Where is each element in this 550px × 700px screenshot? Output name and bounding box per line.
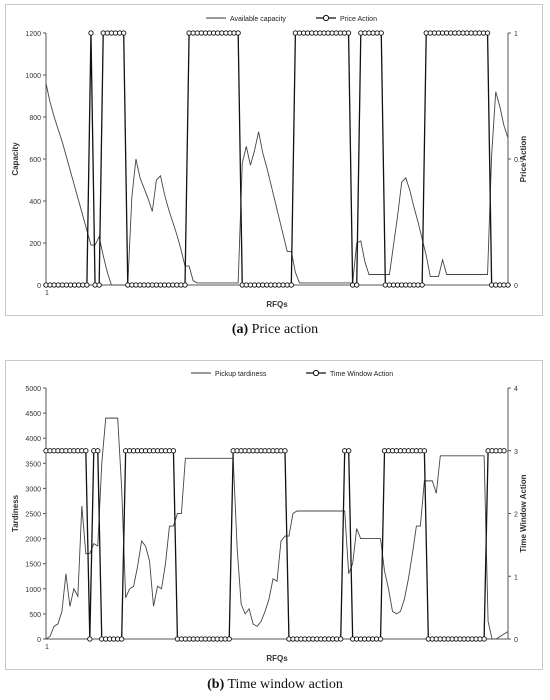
series-markers bbox=[43, 30, 511, 288]
left-tick-label: 4500 bbox=[25, 411, 41, 418]
caption-letter: (b) bbox=[207, 677, 225, 692]
left-tick-label: 5000 bbox=[25, 386, 41, 393]
left-tick-label: 3500 bbox=[25, 461, 41, 468]
data-point bbox=[96, 282, 102, 288]
left-tick-label: 0 bbox=[37, 637, 41, 644]
legend-label-line: Available capacity bbox=[230, 16, 286, 23]
data-point bbox=[288, 282, 294, 288]
data-point bbox=[87, 636, 93, 642]
data-point bbox=[421, 448, 428, 454]
left-tick-label: 1000 bbox=[25, 73, 41, 80]
series-markers bbox=[43, 448, 507, 642]
data-point bbox=[121, 30, 127, 36]
data-point bbox=[345, 30, 352, 36]
left-tick-label: 4000 bbox=[25, 436, 41, 443]
left-tick-label: 1200 bbox=[25, 31, 41, 38]
data-point bbox=[338, 636, 344, 642]
left-tick-label: 800 bbox=[29, 115, 41, 122]
data-point bbox=[484, 30, 491, 36]
legend: Available capacity Price Action bbox=[206, 14, 377, 23]
right-y-axis-title: Time Window Action bbox=[519, 474, 528, 552]
right-tick-label: 3 bbox=[514, 449, 518, 456]
series-line-available-capacity bbox=[45, 83, 509, 286]
data-point bbox=[354, 282, 360, 288]
time-window-action-chart: 0 500 1000 1500 2000 2500 3000 3500 4000 4500 5000… bbox=[11, 369, 528, 663]
data-point bbox=[84, 282, 90, 288]
x-tick-label: 1 bbox=[45, 290, 49, 297]
chart-panel-time-window-action: 0 500 1000 1500 2000 2500 3000 3500 4000 4500 5000… bbox=[5, 360, 543, 670]
data-point bbox=[95, 448, 101, 454]
left-tick-label: 600 bbox=[29, 157, 41, 164]
data-point bbox=[377, 636, 384, 642]
data-point bbox=[378, 30, 384, 36]
data-point bbox=[501, 448, 507, 454]
left-tick-label: 2000 bbox=[25, 537, 41, 544]
caption-text: Time window action bbox=[227, 677, 343, 692]
series-line-time-window-action bbox=[46, 450, 505, 640]
legend-marker-swatch bbox=[322, 14, 330, 22]
chart-panel-price-action: 0 200 400 600 800 1000 1200 0 0.5 1 1 RFQs Capacity P… bbox=[5, 4, 543, 316]
data-point bbox=[83, 448, 89, 454]
data-point bbox=[182, 282, 188, 288]
x-axis-title: RFQs bbox=[266, 300, 288, 309]
left-tick-label: 200 bbox=[29, 241, 41, 248]
data-point bbox=[505, 282, 511, 288]
left-tick-label: 2500 bbox=[25, 512, 41, 519]
data-point bbox=[170, 448, 177, 454]
legend-label-line: Pickup tardiness bbox=[215, 371, 267, 378]
caption-price-action: (a) Price action bbox=[0, 322, 550, 338]
right-tick-label: 0 bbox=[514, 637, 518, 644]
data-point bbox=[419, 282, 425, 288]
legend-label-marker: Price Action bbox=[340, 16, 377, 23]
caption-text: Price action bbox=[251, 322, 319, 337]
left-tick-label: 500 bbox=[29, 612, 41, 619]
right-tick-label: 0.5 bbox=[514, 157, 524, 164]
series-line-pickup-tardiness bbox=[45, 417, 509, 640]
y-axis-title: Tardiness bbox=[11, 494, 20, 532]
left-tick-label: 3000 bbox=[25, 486, 41, 493]
data-point bbox=[88, 30, 94, 36]
right-tick-label: 1 bbox=[514, 574, 518, 581]
legend-marker-swatch bbox=[312, 369, 320, 377]
x-axis-title: RFQs bbox=[266, 654, 288, 663]
right-y-axis-title: Price Action bbox=[519, 136, 528, 182]
legend-label-marker: Time Window Action bbox=[330, 371, 393, 378]
right-tick-label: 1 bbox=[514, 31, 518, 38]
x-tick-label: 1 bbox=[45, 644, 49, 651]
left-tick-label: 0 bbox=[37, 283, 41, 290]
legend: Pickup tardiness Time Window Action bbox=[191, 369, 393, 378]
right-tick-label: 0 bbox=[514, 283, 518, 290]
caption-time-window-action: (b) Time window action bbox=[0, 677, 550, 693]
caption-letter: (a) bbox=[231, 322, 249, 337]
data-point bbox=[282, 448, 288, 454]
data-point bbox=[481, 636, 487, 642]
data-point bbox=[119, 636, 125, 642]
right-tick-label: 4 bbox=[514, 386, 518, 393]
price-action-chart: 0 200 400 600 800 1000 1200 0 0.5 1 1 RFQs Capacity P… bbox=[11, 14, 528, 309]
data-point bbox=[226, 636, 232, 642]
data-point bbox=[346, 448, 352, 454]
series-line-price-action bbox=[46, 32, 508, 286]
left-tick-label: 1000 bbox=[25, 587, 41, 594]
y-axis-title: Capacity bbox=[11, 142, 20, 176]
data-point bbox=[235, 30, 241, 36]
right-tick-label: 2 bbox=[514, 512, 518, 519]
left-tick-label: 1500 bbox=[25, 562, 41, 569]
left-tick-label: 400 bbox=[29, 199, 41, 206]
